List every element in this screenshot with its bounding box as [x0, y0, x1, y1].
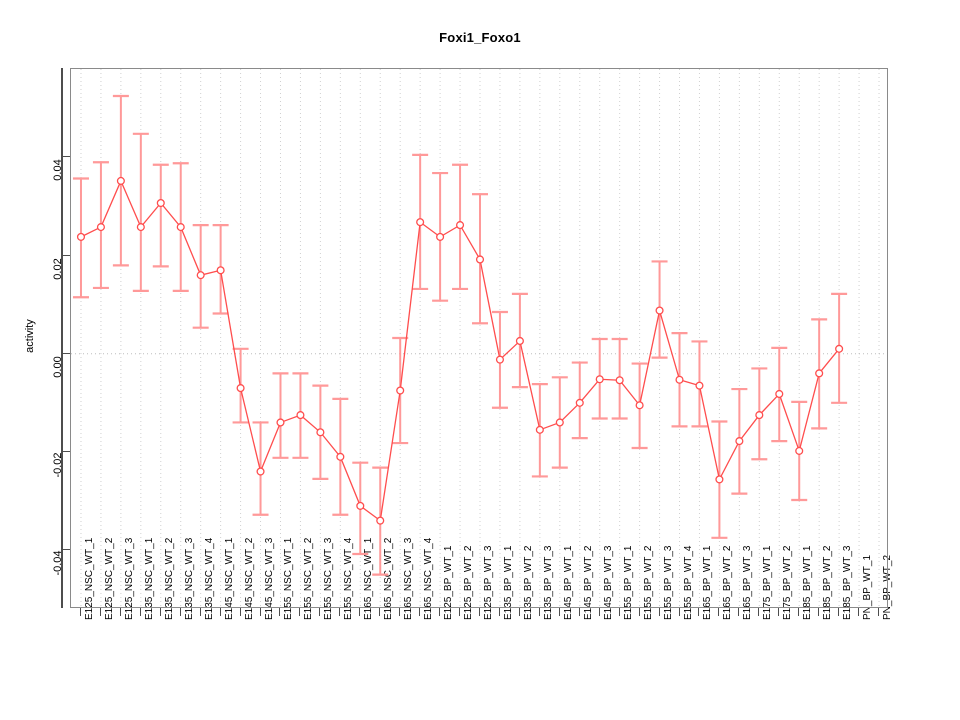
x-axis-tick-mark [200, 608, 201, 616]
x-axis-tick-mark [539, 608, 540, 616]
x-axis-tick-mark [559, 608, 560, 616]
x-axis-tick-mark [459, 608, 460, 616]
y-axis-tick-mark [62, 255, 70, 256]
plot-svg [71, 69, 887, 607]
x-axis-tick-mark [399, 608, 400, 616]
y-axis-spine [61, 68, 63, 608]
x-axis-tick-mark [100, 608, 101, 616]
gridlines [71, 69, 887, 607]
x-axis-tick-mark [339, 608, 340, 616]
x-axis-tick-mark [359, 608, 360, 616]
x-axis-tick-mark [659, 608, 660, 616]
y-axis-tick-mark [62, 549, 70, 550]
x-axis-tick-mark [419, 608, 420, 616]
plot-area [70, 68, 888, 608]
x-axis-tick-mark [798, 608, 799, 616]
x-axis-tick-mark [439, 608, 440, 616]
x-axis-tick-mark [479, 608, 480, 616]
x-axis-tick-mark [838, 608, 839, 616]
x-axis-tick-mark [679, 608, 680, 616]
x-axis-tick-mark [639, 608, 640, 616]
x-axis-tick-mark [260, 608, 261, 616]
error-bars [72, 94, 848, 576]
x-axis-tick-mark [698, 608, 699, 616]
x-axis-tick-mark [579, 608, 580, 616]
x-axis-tick-mark [818, 608, 819, 616]
x-axis-tick-mark [140, 608, 141, 616]
y-axis-tick-mark [62, 353, 70, 354]
x-axis-tick-mark [519, 608, 520, 616]
x-axis-tick-mark [160, 608, 161, 616]
x-axis-tick-mark [319, 608, 320, 616]
y-axis-tick-mark [62, 156, 70, 157]
x-axis-tick-mark [778, 608, 779, 616]
x-axis-tick-mark [180, 608, 181, 616]
x-axis-tick-mark [80, 608, 81, 616]
y-axis-title: activity [24, 319, 36, 353]
x-axis-tick-mark [718, 608, 719, 616]
x-axis-tick-mark [240, 608, 241, 616]
page-title: Foxi1_Foxo1 [439, 30, 521, 45]
data-points [76, 176, 844, 525]
x-axis-tick-mark [379, 608, 380, 616]
x-axis-tick-mark [299, 608, 300, 616]
x-axis-tick-mark [220, 608, 221, 616]
x-axis-tick-mark [619, 608, 620, 616]
x-axis-tick-mark [738, 608, 739, 616]
x-axis-tick-mark [279, 608, 280, 616]
x-axis-tick-mark [858, 608, 859, 616]
x-axis-tick-mark [599, 608, 600, 616]
x-axis-tick-mark [120, 608, 121, 616]
x-axis-tick-mark [758, 608, 759, 616]
x-axis-tick-mark [499, 608, 500, 616]
y-axis-tick-mark [62, 451, 70, 452]
x-axis-tick-mark [878, 608, 879, 616]
